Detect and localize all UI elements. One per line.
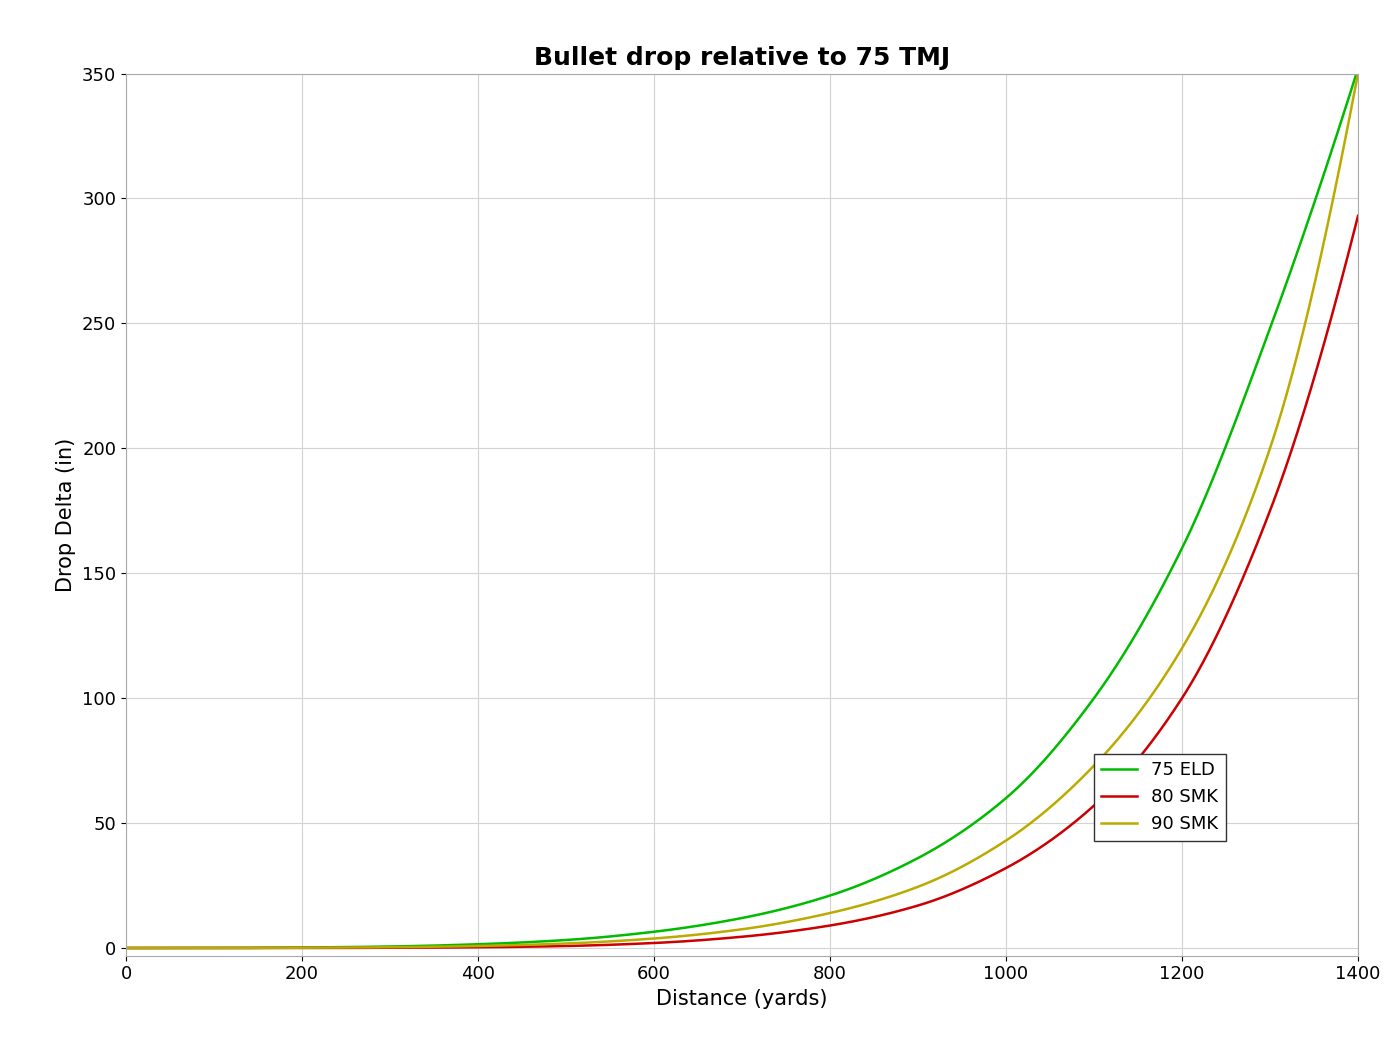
X-axis label: Distance (yards): Distance (yards) (657, 989, 827, 1009)
75 ELD (1350, 62, 1366, 75)
Title: Bullet drop relative to 75 TMJ: Bullet drop relative to 75 TMJ (533, 46, 951, 70)
80 SMK (1350, 210, 1366, 223)
75 ELD (717, 915, 734, 927)
75 ELD (685, 920, 701, 932)
80 SMK (118, 942, 134, 954)
80 SMK (1088, 797, 1105, 810)
80 SMK (1313, 343, 1330, 356)
80 SMK (717, 932, 734, 945)
90 SMK (1350, 67, 1366, 80)
90 SMK (1313, 246, 1330, 258)
90 SMK (118, 942, 134, 954)
80 SMK (181, 942, 197, 954)
Legend: 75 ELD, 80 SMK, 90 SMK: 75 ELD, 80 SMK, 90 SMK (1093, 754, 1226, 841)
90 SMK (1088, 757, 1105, 770)
75 ELD (1313, 173, 1330, 186)
Y-axis label: Drop Delta (in): Drop Delta (in) (56, 438, 77, 591)
80 SMK (1313, 345, 1330, 358)
Line: 80 SMK: 80 SMK (126, 216, 1358, 948)
75 ELD (181, 942, 197, 954)
90 SMK (181, 942, 197, 954)
75 ELD (1313, 174, 1330, 187)
90 SMK (1313, 244, 1330, 256)
Line: 75 ELD: 75 ELD (126, 68, 1358, 948)
75 ELD (118, 942, 134, 954)
Line: 90 SMK: 90 SMK (126, 74, 1358, 948)
75 ELD (1088, 689, 1105, 701)
80 SMK (685, 934, 701, 947)
90 SMK (717, 925, 734, 938)
90 SMK (685, 929, 701, 942)
